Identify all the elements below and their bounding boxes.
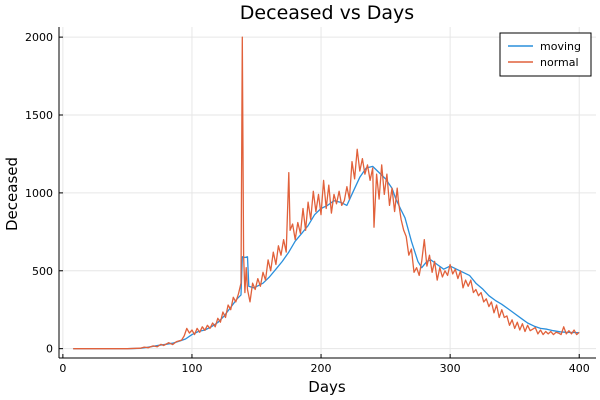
x-tick-label: 200 bbox=[311, 362, 332, 375]
legend-label-moving: moving bbox=[540, 40, 581, 53]
legend: moving normal bbox=[499, 32, 592, 77]
y-tick-label: 2000 bbox=[25, 31, 53, 44]
series-layer bbox=[73, 36, 580, 350]
chart-title: Deceased vs Days bbox=[240, 2, 414, 24]
x-tick-label: 0 bbox=[59, 362, 66, 375]
x-tick-label: 400 bbox=[569, 362, 590, 375]
y-tick-label: 1500 bbox=[25, 109, 53, 122]
y-tick-label: 500 bbox=[32, 265, 53, 278]
y-axis-label: Deceased bbox=[3, 157, 21, 231]
legend-label-normal: normal bbox=[540, 56, 579, 69]
series-line-normal bbox=[73, 36, 580, 350]
series-line-moving bbox=[73, 165, 580, 350]
x-axis-label: Days bbox=[308, 378, 346, 396]
x-ticks: 0 100 200 300 400 bbox=[59, 354, 590, 375]
y-tick-label: 1000 bbox=[25, 187, 53, 200]
legend-box bbox=[499, 32, 592, 77]
y-ticks: 0 500 1000 1500 2000 bbox=[25, 31, 63, 356]
x-tick-label: 300 bbox=[440, 362, 461, 375]
y-tick-label: 0 bbox=[46, 343, 53, 356]
x-tick-label: 100 bbox=[181, 362, 202, 375]
